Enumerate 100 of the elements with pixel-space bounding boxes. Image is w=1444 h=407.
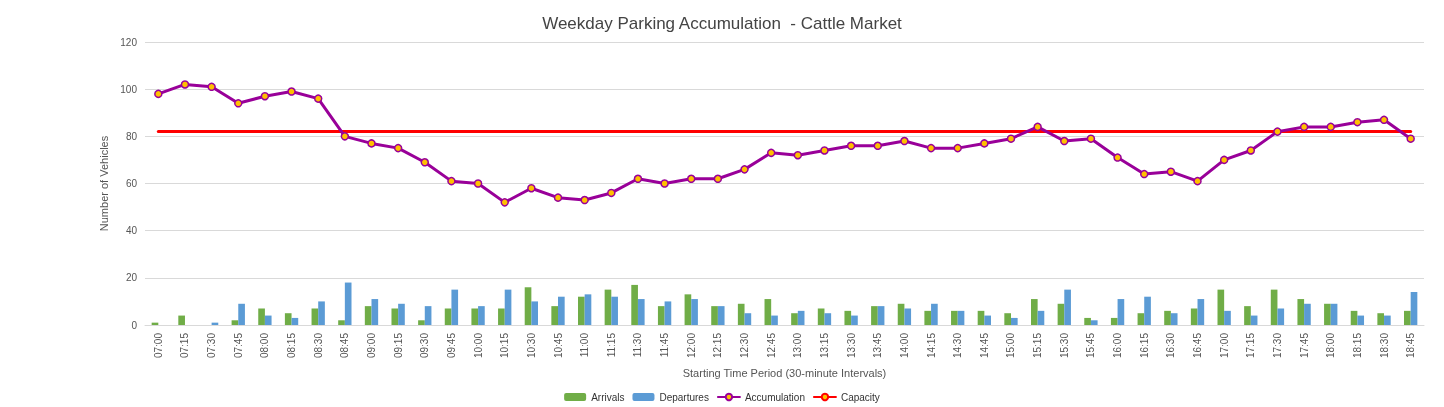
point [926, 143, 936, 153]
point [287, 87, 296, 96]
point [687, 174, 696, 184]
bar [824, 313, 832, 325]
legend-label: Arrivals [591, 391, 625, 403]
bar [631, 284, 638, 325]
bar [451, 289, 459, 325]
bar [478, 306, 485, 325]
x-tick-label: 16:45 [1192, 332, 1204, 359]
x-tick-label: 14:30 [952, 332, 964, 359]
bar [1110, 317, 1118, 325]
point [1006, 134, 1016, 143]
legend-label: Departures [659, 391, 709, 403]
bar [371, 299, 379, 325]
bar [398, 303, 405, 325]
x-tick-label: 08:45 [339, 332, 351, 359]
point [1219, 155, 1229, 165]
bar [817, 308, 825, 325]
bar [717, 306, 725, 325]
x-tick-label: 16:15 [1138, 332, 1150, 359]
bar [471, 308, 479, 325]
point [953, 143, 962, 153]
bar [1357, 315, 1365, 325]
bar [1090, 320, 1098, 325]
point [607, 188, 616, 198]
x-tick-label: 13:45 [872, 332, 884, 359]
bar [524, 287, 532, 325]
x-tick-label: 14:00 [898, 332, 910, 359]
y-axis-title: Number of Vehicles [97, 135, 110, 232]
bar [558, 296, 565, 325]
bar [771, 315, 778, 325]
bar [577, 296, 585, 325]
bar [584, 294, 592, 325]
bar [924, 310, 932, 325]
y-tick-label: 100 [120, 83, 138, 95]
x-tick-label: 11:30 [632, 332, 644, 358]
bar [611, 296, 618, 325]
bar [877, 306, 885, 325]
point [420, 158, 430, 167]
bar [1164, 310, 1171, 325]
point [713, 174, 723, 184]
bar [424, 306, 432, 325]
x-tick-label: 12:45 [765, 332, 777, 359]
point [1299, 122, 1309, 132]
bar [1144, 296, 1151, 325]
point [580, 195, 589, 205]
x-tick-label: 12:00 [685, 332, 697, 359]
x-tick-label: 12:30 [739, 332, 751, 359]
point [553, 193, 563, 202]
x-tick-label: 18:00 [1325, 332, 1337, 359]
y-tick-label: 60 [125, 178, 138, 189]
bar [984, 315, 992, 325]
x-tick-label: 16:00 [1112, 332, 1124, 359]
point [500, 198, 509, 207]
y-tick-label: 20 [125, 272, 138, 284]
point [1379, 115, 1389, 125]
x-tick-label: 15:00 [1005, 332, 1017, 359]
bar [657, 306, 665, 325]
bar [551, 306, 559, 325]
point [1246, 146, 1256, 155]
x-tick-label: 10:15 [499, 332, 511, 359]
x-tick-label: 11:00 [579, 332, 591, 358]
bar [531, 301, 539, 325]
bar [1297, 299, 1305, 325]
bar [418, 320, 425, 325]
legend-label: Capacity [840, 391, 880, 403]
bar [391, 308, 399, 325]
x-tick-label: 11:45 [659, 332, 671, 358]
bar [178, 315, 185, 325]
x-tick-label: 14:15 [925, 332, 937, 359]
y-tick-label: 80 [125, 130, 138, 142]
point [393, 143, 403, 153]
x-tick-label: 17:15 [1245, 332, 1257, 359]
x-tick-label: 08:30 [312, 332, 324, 359]
bar [931, 303, 938, 325]
bar [1064, 289, 1071, 325]
legend-label: Accumulation [744, 391, 805, 403]
bar [1377, 313, 1385, 325]
point [1353, 117, 1362, 127]
y-tick-label: 0 [131, 319, 138, 331]
point [340, 132, 350, 141]
point [793, 150, 803, 160]
point [207, 82, 216, 92]
point [367, 139, 376, 148]
bar [1137, 313, 1145, 325]
point [1033, 122, 1042, 132]
x-tick-label: 09:30 [419, 332, 431, 359]
point [1193, 176, 1202, 186]
point [660, 179, 669, 188]
bar [1410, 291, 1418, 325]
x-tick-label: 14:45 [978, 332, 990, 359]
x-tick-label: 10:45 [552, 332, 564, 359]
point [900, 136, 909, 146]
bar [1190, 308, 1198, 325]
bar [1197, 299, 1205, 325]
bar [1030, 299, 1038, 325]
x-tick-label: 17:30 [1271, 332, 1283, 359]
bar [318, 301, 325, 325]
point [873, 141, 883, 151]
bar [338, 320, 345, 325]
